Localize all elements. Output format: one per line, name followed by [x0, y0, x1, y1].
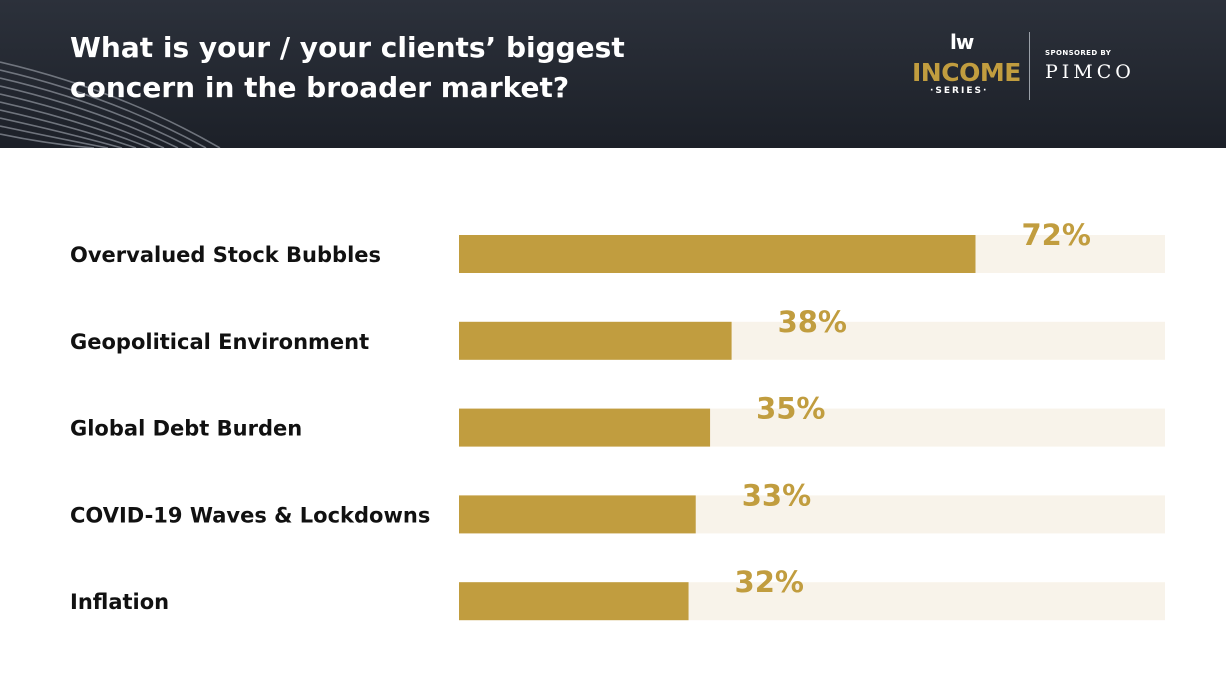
brand-logos: lw INCOME ·SERIES· SPONSORED BY PIMCO [900, 28, 1190, 104]
pimco-logo: PIMCO [1045, 61, 1135, 83]
bar [459, 235, 976, 273]
category-label: Overvalued Stock Bubbles [70, 243, 381, 267]
category-label: Geopolitical Environment [70, 330, 369, 354]
lw-logo: lw [950, 30, 974, 54]
bar [459, 495, 696, 534]
bar-chart: Overvalued Stock Bubbles 72% Geopolitical … [70, 218, 1165, 621]
decorative-stripes [0, 61, 221, 148]
value-label: 38% [778, 305, 847, 339]
header-banner: What is your / your clients’ biggest con… [0, 0, 1226, 148]
income-series-logo: INCOME [912, 58, 1021, 87]
sponsored-by-label: SPONSORED BY [1045, 49, 1112, 57]
value-label: 35% [756, 392, 825, 426]
value-label: 32% [735, 565, 804, 599]
bar [459, 408, 711, 447]
category-label: Global Debt Burden [70, 417, 302, 441]
bar [459, 582, 689, 621]
logo-divider [1029, 32, 1030, 100]
category-label: COVID-19 Waves & Lockdowns [70, 503, 430, 527]
series-text: ·SERIES· [930, 86, 989, 96]
value-label: 33% [742, 478, 811, 512]
category-label: Inflation [70, 590, 169, 614]
title-line-2: concern in the broader market? [70, 71, 570, 104]
title-line-1: What is your / your clients’ biggest [70, 31, 625, 64]
bar [459, 321, 732, 360]
value-label: 72% [1021, 218, 1090, 252]
page-title: What is your / your clients’ biggest con… [70, 28, 670, 108]
